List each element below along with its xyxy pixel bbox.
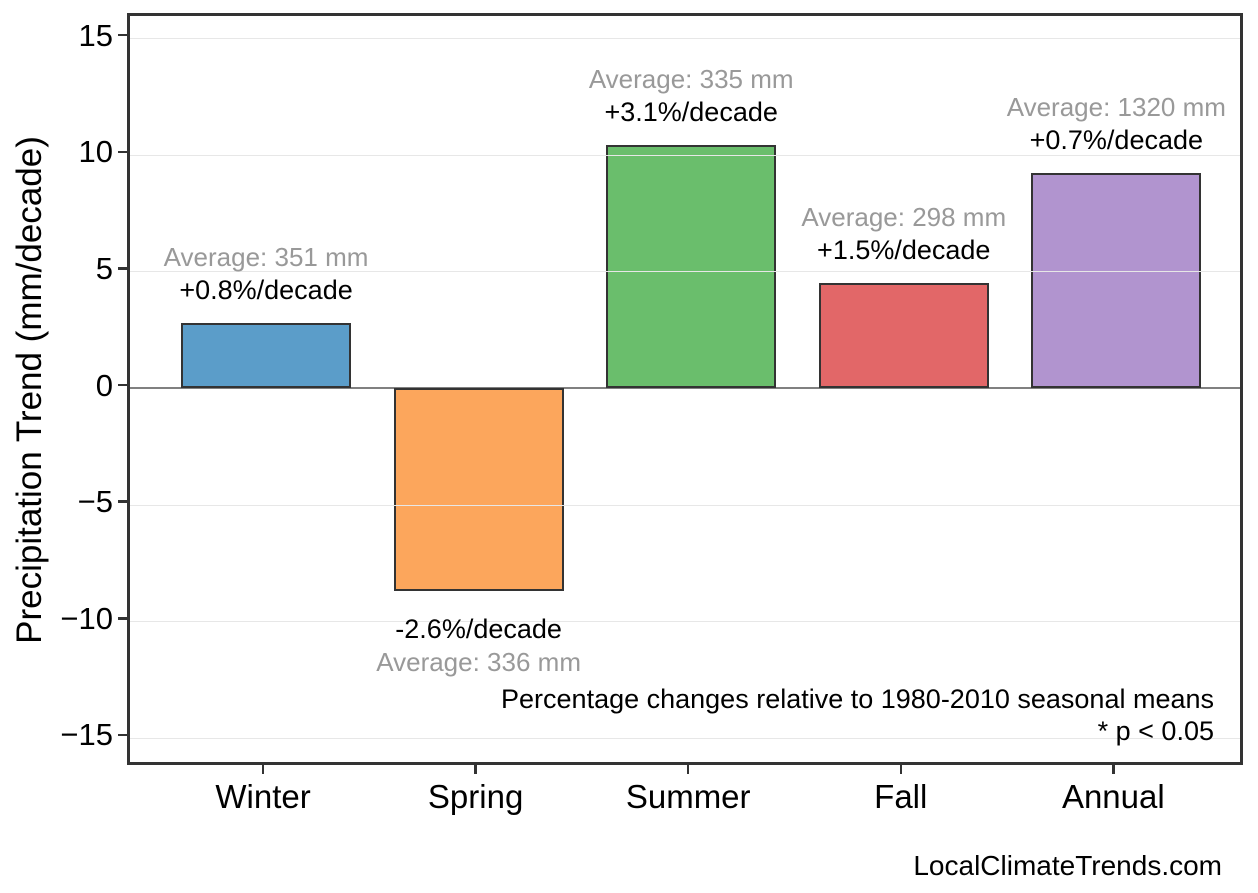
annotation-average: Average: 335 mm [588,64,794,95]
annotation-trend: +0.7%/decade [1029,125,1204,156]
footnote-line-2: * p < 0.05 [1097,716,1214,746]
annotation-spring: -2.6%/decade Average: 336 mm [319,613,639,679]
x-tick-mark-summer [686,765,690,774]
y-tick-label--10: −10 [60,600,113,636]
footnote-line-1: Percentage changes relative to 1980-2010… [501,684,1214,714]
y-tick-label-10: 10 [78,134,113,170]
bar-winter [181,322,352,389]
zero-line [130,387,1240,390]
x-tick-label-spring: Spring [427,778,524,815]
y-tick-mark--5 [118,500,127,503]
y-tick-label--5: −5 [77,484,113,520]
plot-area: Average: 351 mm +0.8%/decade -2.6%/decade A… [127,13,1243,765]
gridline--15 [130,737,1240,739]
watermark: LocalClimateTrends.com [913,850,1222,881]
y-tick-mark-10 [118,150,127,154]
y-tick-mark-15 [118,33,127,37]
annotation-trend: +1.5%/decade [817,235,991,266]
annotation-average: Average: 1320 mm [1006,92,1226,123]
gridline-5 [130,271,1240,273]
y-tick-label-0: 0 [95,367,113,403]
bar-spring [393,388,564,591]
y-tick-mark--15 [118,733,127,737]
annotation-average: Average: 351 mm [163,241,369,272]
x-tick-label-fall: Fall [874,778,928,815]
bar-annual [1031,173,1202,389]
annotation-trend: +3.1%/decade [604,97,778,128]
gridline--5 [130,504,1240,506]
annotation-average: Average: 298 mm [801,202,1007,233]
annotation-annual: Average: 1320 mm +0.7%/decade [956,91,1258,157]
x-tick-mark-winter [261,765,265,774]
y-tick-label--15: −15 [60,717,113,753]
y-tick-mark-5 [118,267,127,270]
bar-fall [818,283,989,389]
annotation-fall: Average: 298 mm +1.5%/decade [744,201,1064,267]
annotation-trend: +0.8%/decade [179,274,353,305]
annotation-summer: Average: 335 mm +3.1%/decade [531,63,851,129]
gridline-10 [130,154,1240,156]
annotation-average: Average: 336 mm [376,646,581,677]
x-tick-mark-fall [899,765,902,774]
y-tick-mark--10 [118,617,127,620]
gridline--10 [130,621,1240,623]
x-tick-label-summer: Summer [625,778,751,815]
annotation-trend: -2.6%/decade [395,613,562,644]
bar-summer [606,145,777,389]
x-tick-mark-spring [474,765,477,774]
chart-footnotes: Percentage changes relative to 1980-2010… [501,683,1214,747]
annotation-winter: Average: 351 mm +0.8%/decade [106,241,426,307]
y-tick-label-5: 5 [95,250,113,286]
x-tick-label-winter: Winter [215,778,311,815]
y-tick-mark-0 [118,383,127,387]
x-tick-label-annual: Annual [1061,778,1165,815]
gridline-15 [130,38,1240,40]
x-tick-mark-annual [1112,765,1115,774]
y-tick-label-15: 15 [78,17,113,53]
